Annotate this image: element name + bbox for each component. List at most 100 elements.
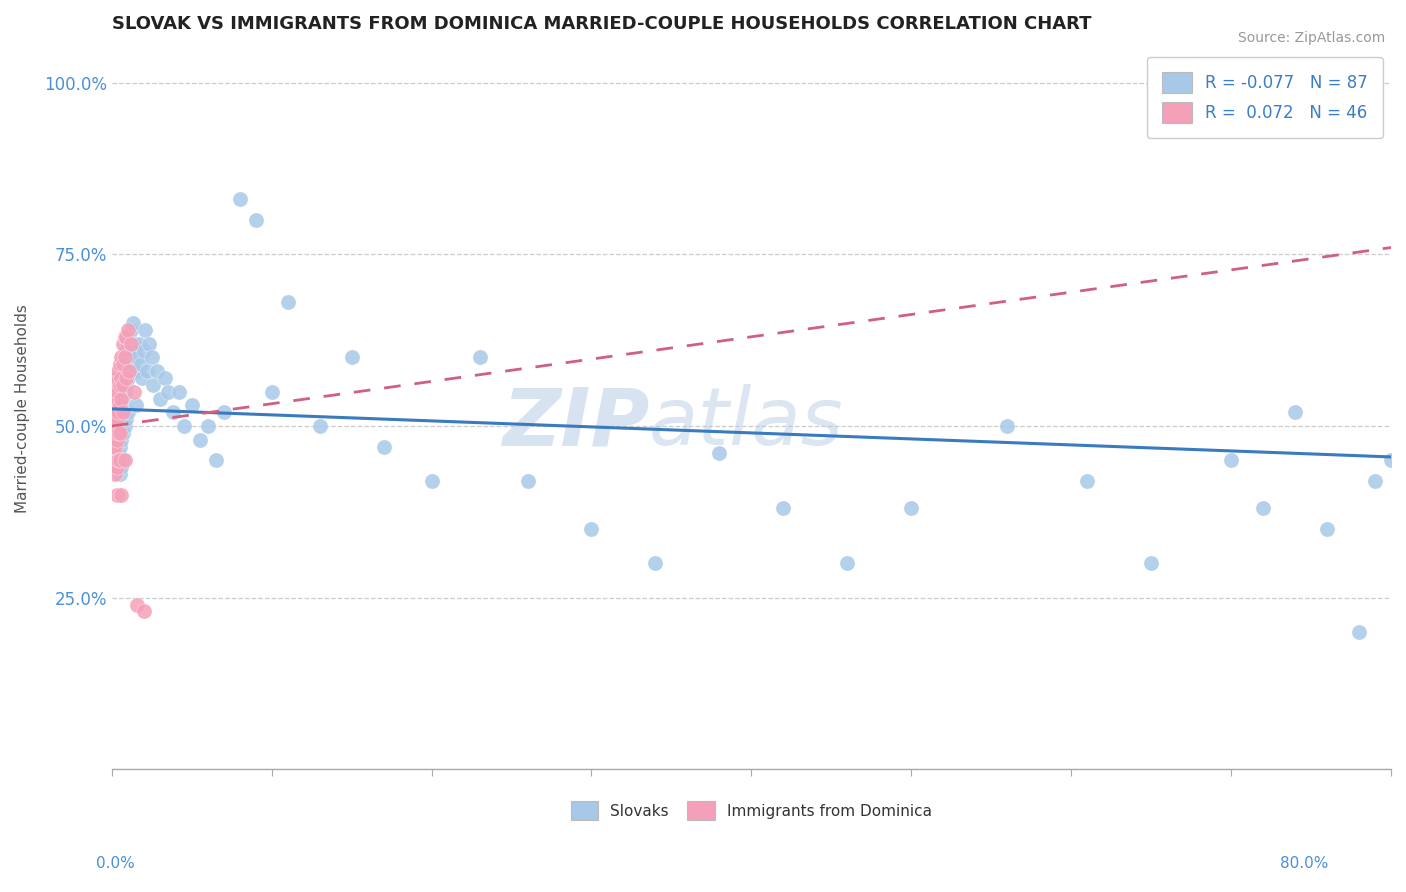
Point (107, 399, 129, 413)
Point (101, 440, 124, 454)
Point (120, 323, 142, 337)
Point (516, 474, 538, 488)
Point (110, 460, 132, 475)
Point (110, 371, 132, 385)
Point (108, 440, 131, 454)
Y-axis label: Married-couple Households: Married-couple Households (15, 304, 30, 513)
Point (340, 351, 363, 365)
Point (107, 433, 129, 447)
Point (110, 399, 132, 413)
Point (107, 384, 129, 399)
Point (644, 557, 666, 571)
Text: 0.0%: 0.0% (96, 856, 135, 871)
Point (132, 343, 155, 358)
Point (115, 330, 138, 344)
Point (120, 336, 142, 351)
Point (1076, 474, 1098, 488)
Point (228, 193, 250, 207)
Point (420, 474, 443, 488)
Point (114, 330, 136, 344)
Point (129, 357, 152, 371)
Point (1379, 453, 1402, 467)
Point (1364, 474, 1386, 488)
Point (111, 453, 134, 467)
Point (204, 453, 226, 467)
Point (122, 384, 145, 399)
Point (138, 336, 160, 351)
Text: atlas: atlas (650, 384, 844, 462)
Point (127, 351, 149, 365)
Text: SLOVAK VS IMMIGRANTS FROM DOMINICA MARRIED-COUPLE HOUSEHOLDS CORRELATION CHART: SLOVAK VS IMMIGRANTS FROM DOMINICA MARRI… (111, 15, 1091, 33)
Point (111, 392, 134, 406)
Point (122, 336, 145, 351)
Point (373, 440, 395, 454)
Point (111, 357, 134, 371)
Point (167, 384, 190, 399)
Point (128, 336, 150, 351)
Point (107, 364, 129, 378)
Point (110, 433, 132, 447)
Point (142, 377, 165, 392)
Point (103, 412, 125, 426)
Point (132, 604, 155, 618)
Point (104, 392, 127, 406)
Point (104, 419, 127, 434)
Point (111, 377, 134, 392)
Text: 80.0%: 80.0% (1281, 856, 1329, 871)
Point (103, 405, 125, 419)
Point (104, 399, 127, 413)
Point (117, 336, 139, 351)
Point (772, 501, 794, 516)
Point (117, 371, 139, 385)
Point (114, 351, 136, 365)
Point (277, 295, 299, 310)
Point (115, 371, 138, 385)
Point (131, 371, 153, 385)
Point (125, 364, 148, 378)
Point (1316, 522, 1339, 536)
Point (1251, 501, 1274, 516)
Point (121, 351, 143, 365)
Point (156, 384, 179, 399)
Point (308, 419, 330, 434)
Point (134, 323, 156, 337)
Point (108, 371, 131, 385)
Text: Source: ZipAtlas.com: Source: ZipAtlas.com (1237, 31, 1385, 45)
Point (114, 351, 136, 365)
Point (121, 316, 143, 330)
Point (245, 213, 267, 227)
Point (145, 364, 167, 378)
Point (105, 419, 128, 434)
Point (709, 446, 731, 460)
Point (260, 384, 283, 399)
Point (1284, 405, 1306, 419)
Point (110, 392, 132, 406)
Point (103, 433, 125, 447)
Point (114, 419, 136, 434)
Point (900, 501, 922, 516)
Point (101, 419, 124, 434)
Point (125, 399, 148, 413)
Point (173, 419, 195, 434)
Point (108, 377, 131, 392)
Point (115, 343, 138, 358)
Point (141, 351, 163, 365)
Point (105, 392, 128, 406)
Point (117, 405, 139, 419)
Point (105, 433, 128, 447)
Point (180, 399, 202, 413)
Point (995, 419, 1018, 434)
Point (108, 357, 131, 371)
Point (1348, 625, 1371, 640)
Point (111, 425, 134, 440)
Point (581, 522, 603, 536)
Point (104, 440, 127, 454)
Point (105, 377, 128, 392)
Point (117, 323, 139, 337)
Point (107, 460, 129, 475)
Point (108, 425, 131, 440)
Point (149, 392, 172, 406)
Point (107, 405, 129, 419)
Point (110, 488, 132, 502)
Point (212, 405, 235, 419)
